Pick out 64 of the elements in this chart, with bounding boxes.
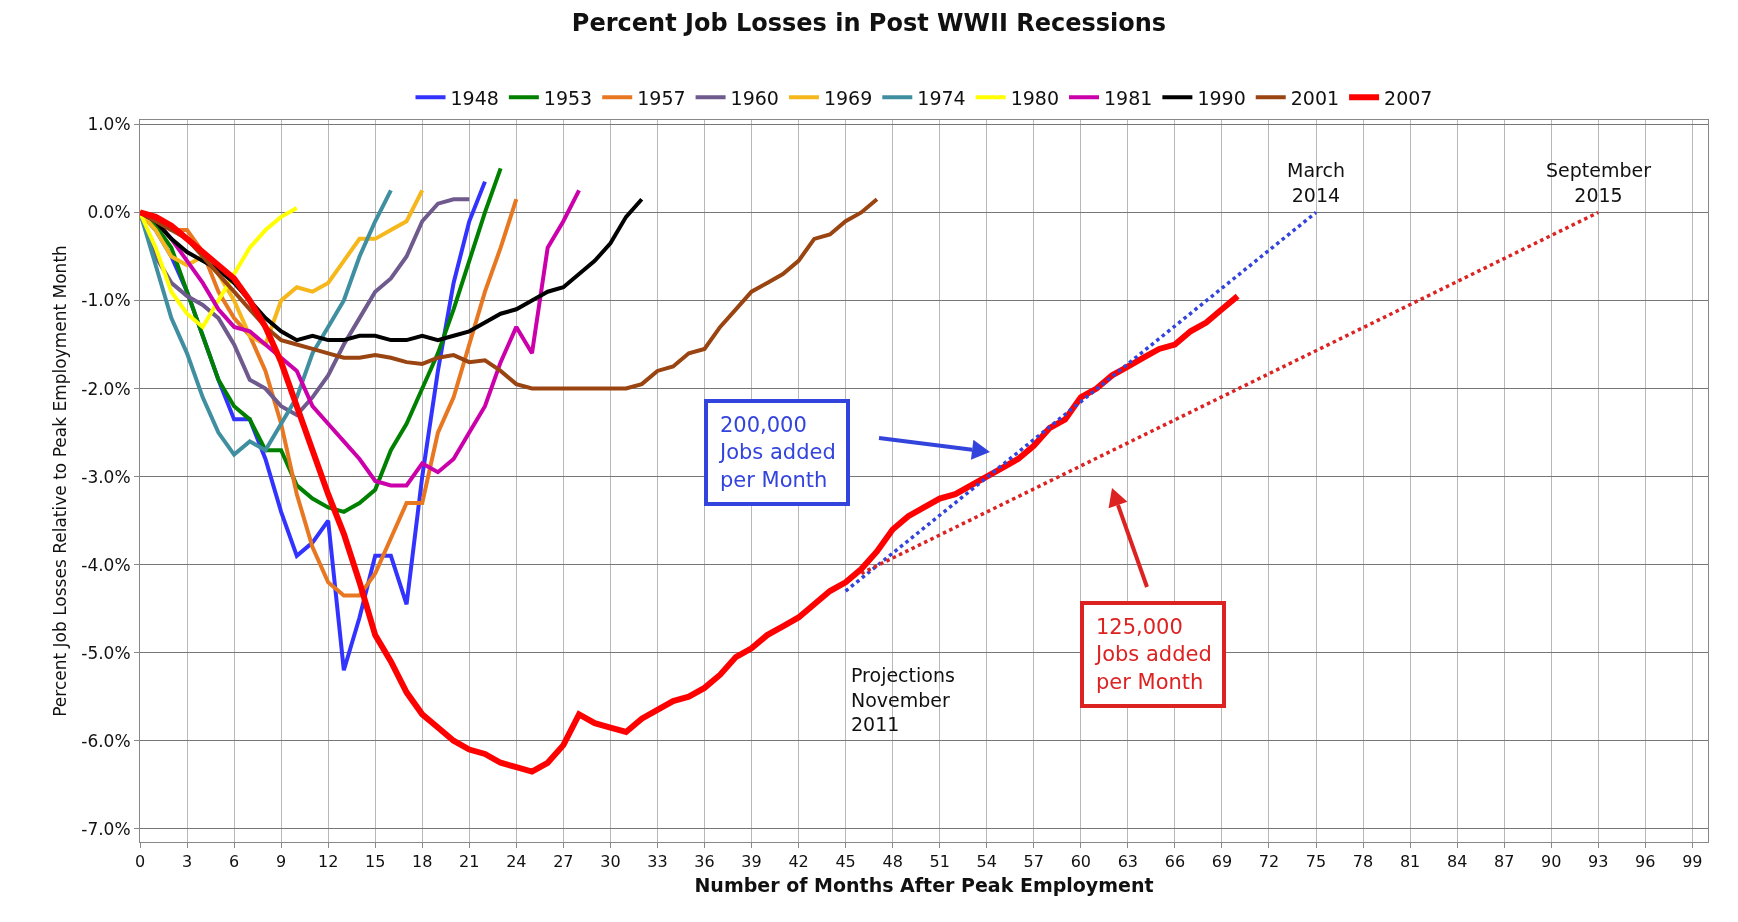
- x-tick-label: 48: [882, 852, 903, 872]
- x-tick-label: 93: [1588, 852, 1609, 872]
- x-tick-label: 42: [788, 852, 809, 872]
- x-tick-label: 24: [506, 852, 527, 872]
- x-tick-label: 9: [276, 852, 287, 872]
- x-tick-label: 39: [741, 852, 762, 872]
- legend-label: 1969: [823, 86, 873, 109]
- annotation: September 2015: [1546, 159, 1652, 206]
- legend-label: 1981: [1104, 86, 1153, 109]
- legend-label: 2001: [1290, 86, 1340, 109]
- y-tick-label: 0.0%: [87, 202, 131, 223]
- x-tick-label: 45: [835, 852, 856, 872]
- legend-label: 1974: [917, 86, 966, 109]
- y-tick-label: -7.0%: [81, 818, 131, 839]
- x-tick-label: 36: [694, 852, 715, 872]
- y-axis-title: Percent Job Losses Relative to Peak Employment Month: [49, 245, 70, 717]
- x-tick-label: 3: [181, 852, 193, 872]
- x-tick-label: 72: [1258, 852, 1280, 872]
- annotation: Projections November 2011: [851, 664, 955, 736]
- x-tick-label: 6: [228, 852, 240, 872]
- x-tick-label: 87: [1493, 852, 1515, 872]
- x-tick-label: 30: [600, 852, 621, 872]
- x-tick-label: 54: [976, 852, 997, 872]
- x-tick-label: 0: [134, 852, 146, 872]
- y-tick-label: -6.0%: [81, 730, 131, 751]
- x-tick-label: 63: [1117, 852, 1139, 872]
- legend-label: 1953: [543, 86, 593, 109]
- y-tick-label: -5.0%: [81, 642, 131, 663]
- legend-label: 1980: [1010, 86, 1060, 109]
- x-tick-label: 99: [1682, 852, 1703, 872]
- legend-label: 2007: [1384, 86, 1433, 109]
- y-tick-label: -1.0%: [81, 290, 131, 311]
- annotation: 200,000 Jobs added per Month: [718, 413, 836, 492]
- x-tick-label: 96: [1635, 852, 1656, 872]
- x-tick-label: 66: [1164, 852, 1186, 872]
- legend-label: 1960: [730, 86, 779, 109]
- y-tick-label: -4.0%: [81, 554, 131, 575]
- x-tick-label: 75: [1305, 852, 1327, 872]
- annotation: 125,000 Jobs added per Month: [1094, 615, 1212, 694]
- x-tick-label: 33: [647, 852, 668, 872]
- legend-label: 1948: [450, 86, 499, 109]
- x-tick-label: 78: [1352, 852, 1374, 872]
- chart-title: Percent Job Losses in Post WWII Recessions: [571, 8, 1167, 37]
- x-tick-label: 21: [459, 852, 480, 872]
- x-tick-label: 84: [1446, 852, 1468, 872]
- legend-label: 1990: [1197, 86, 1246, 109]
- x-tick-label: 12: [317, 852, 339, 872]
- x-tick-label: 81: [1399, 852, 1421, 872]
- x-tick-label: 60: [1070, 852, 1091, 872]
- x-tick-label: 57: [1023, 852, 1044, 872]
- x-tick-label: 90: [1541, 852, 1562, 872]
- legend-label: 1957: [637, 86, 686, 109]
- x-tick-label: 51: [929, 852, 950, 872]
- x-axis-title: Number of Months After Peak Employment: [694, 874, 1154, 896]
- x-tick-label: 27: [553, 852, 574, 872]
- line-series: [140, 188, 393, 457]
- annotation: March 2014: [1287, 159, 1345, 206]
- x-tick-label: 18: [412, 852, 433, 872]
- y-tick-label: -3.0%: [81, 466, 131, 487]
- x-tick-label: 15: [365, 852, 386, 872]
- line-series: [140, 206, 299, 329]
- x-tick-label: 69: [1211, 852, 1233, 872]
- y-tick-label: -2.0%: [81, 378, 131, 399]
- y-tick-label: 1.0%: [87, 114, 131, 135]
